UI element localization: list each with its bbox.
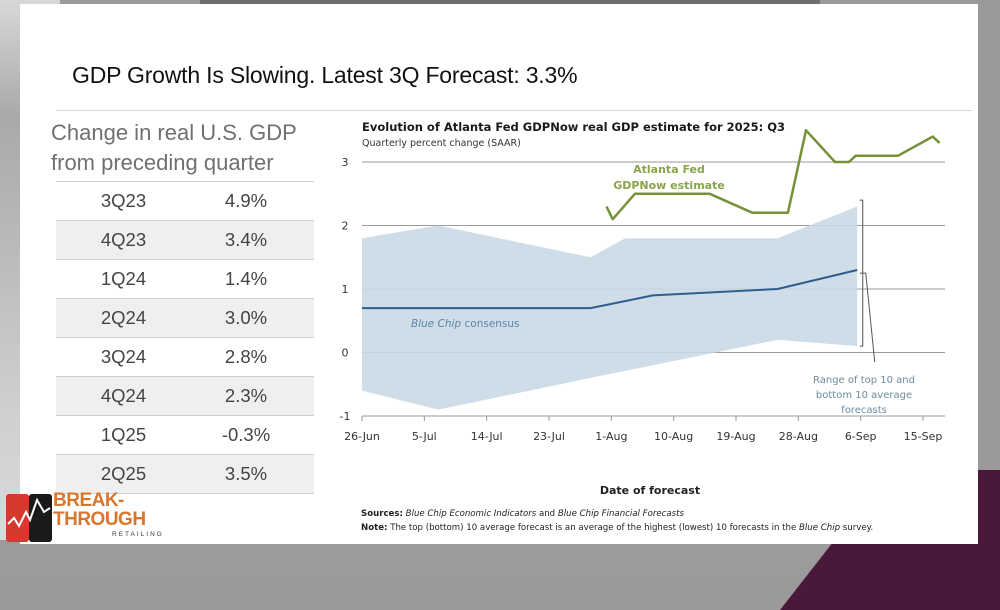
note-italic: Blue Chip — [799, 523, 841, 533]
band-label-line-2: bottom 10 average — [816, 390, 912, 401]
x-tick-label: 28-Aug — [779, 430, 818, 443]
blue-chip-consensus-line — [362, 269, 858, 310]
logo-line-1: BREAK- — [53, 490, 124, 511]
table-row: 4Q23 3.4% — [56, 220, 314, 259]
breakthrough-retailing-logo: BREAK- THROUGH RETAILING — [6, 490, 176, 542]
y-tick-label: -1 — [340, 410, 351, 423]
value-cell: 3.5% — [224, 463, 268, 484]
value-cell: 2.3% — [224, 385, 268, 406]
x-tick-label: 23-Jul — [533, 430, 565, 443]
value-cell: 4.9% — [224, 190, 268, 211]
note-line: Note: The top (bottom) 10 average foreca… — [361, 523, 873, 533]
note-text-2: survey. — [840, 523, 873, 533]
value-cell: 2.8% — [224, 346, 268, 367]
y-axis-ticks: 3 2 1 0 -1 — [340, 156, 351, 423]
sources-line: Sources: Blue Chip Economic Indicators a… — [361, 509, 684, 519]
table-row: 1Q24 1.4% — [56, 259, 314, 298]
chart-title: Evolution of Atlanta Fed GDPNow real GDP… — [362, 120, 785, 134]
source-2: Blue Chip Financial Forecasts — [558, 509, 685, 519]
band-label-line-1: Range of top 10 and — [813, 375, 915, 386]
logo-zigzag — [7, 497, 51, 529]
value-cell: -0.3% — [221, 424, 271, 445]
logo-mark-icon — [6, 494, 52, 542]
quarter-cell: 3Q24 — [100, 346, 147, 367]
table-row: 3Q24 2.8% — [56, 337, 314, 376]
logo-red-block — [6, 494, 29, 542]
quarter-cell: 3Q23 — [100, 190, 147, 211]
table-row: 4Q24 2.3% — [56, 376, 314, 415]
y-tick-label: 2 — [342, 220, 349, 233]
y-tick-label: 1 — [342, 283, 349, 296]
title-divider — [56, 110, 972, 111]
consensus-label-italic: Blue Chip — [411, 318, 461, 330]
consensus-label: Blue Chip consensus — [411, 318, 520, 330]
note-label: Note: — [361, 523, 387, 533]
sources-label: Sources: — [361, 509, 403, 519]
gdpnow-label-line-1: Atlanta Fed — [633, 163, 705, 176]
quarter-cell: 1Q24 — [100, 268, 147, 289]
chart-subtitle: Quarterly percent change (SAAR) — [362, 138, 521, 149]
source-1: Blue Chip Economic Indicators — [406, 509, 537, 519]
quarter-cell: 4Q23 — [100, 229, 147, 250]
quarter-cell: 1Q25 — [100, 424, 147, 445]
forecast-range-band — [362, 206, 858, 410]
quarter-cell: 2Q25 — [100, 463, 147, 484]
y-tick-label: 0 — [342, 347, 349, 360]
quarter-cell: 2Q24 — [100, 307, 147, 328]
background-top-edge — [200, 0, 820, 6]
table-row: 2Q24 3.0% — [56, 298, 314, 337]
logo-line-2: THROUGH — [53, 509, 146, 530]
band-label-line-3: forecasts — [841, 405, 887, 416]
consensus-label-rest: consensus — [461, 318, 519, 330]
note-text-1: The top (bottom) 10 average forecast is … — [387, 523, 799, 533]
gdpnow-chart: Evolution of Atlanta Fed GDPNow real GDP… — [340, 120, 945, 533]
x-tick-label: 10-Aug — [654, 430, 693, 443]
x-tick-label: 19-Aug — [716, 430, 755, 443]
value-cell: 3.0% — [224, 307, 268, 328]
slide-title: GDP Growth Is Slowing. Latest 3Q Forecas… — [72, 62, 578, 88]
table-heading: Change in real U.S. GDP from preceding q… — [51, 118, 321, 178]
logo-wordmark: BREAK- THROUGH — [53, 491, 146, 529]
value-cell: 1.4% — [224, 268, 268, 289]
x-axis-ticks: 26-Jun 5-Jul 14-Jul 23-Jul 1-Aug 10-Aug 19-Aug… — [344, 415, 945, 443]
x-tick-label: 5-Jul — [412, 430, 437, 443]
gdpnow-estimate-line — [605, 129, 941, 221]
sources-and: and — [536, 509, 558, 519]
y-tick-label: 3 — [342, 156, 349, 169]
logo-subtitle: RETAILING — [112, 531, 164, 538]
quarter-cell: 4Q24 — [100, 385, 147, 406]
range-bracket-leader — [859, 272, 876, 363]
x-tick-label: 6-Sep — [845, 430, 877, 443]
x-tick-label: 26-Jun — [344, 430, 380, 443]
x-axis-label: Date of forecast — [600, 484, 700, 497]
gdpnow-label-line-2: GDPNow estimate — [613, 179, 725, 192]
table-heading-line-1: Change in real U.S. GDP — [51, 120, 297, 145]
x-tick-label: 14-Jul — [471, 430, 503, 443]
table-row: 1Q25 -0.3% — [56, 415, 314, 454]
x-tick-label: 15-Sep — [904, 430, 943, 443]
range-bracket — [859, 199, 876, 363]
gdp-table: 3Q23 4.9% 4Q23 3.4% 1Q24 1.4% 2Q24 3.0% 3Q24… — [56, 181, 314, 494]
value-cell: 3.4% — [224, 229, 268, 250]
x-tick-label: 1-Aug — [595, 430, 627, 443]
table-heading-line-2: from preceding quarter — [51, 150, 274, 175]
table-row: 3Q23 4.9% — [56, 181, 314, 220]
table-row: 2Q25 3.5% — [56, 454, 314, 494]
